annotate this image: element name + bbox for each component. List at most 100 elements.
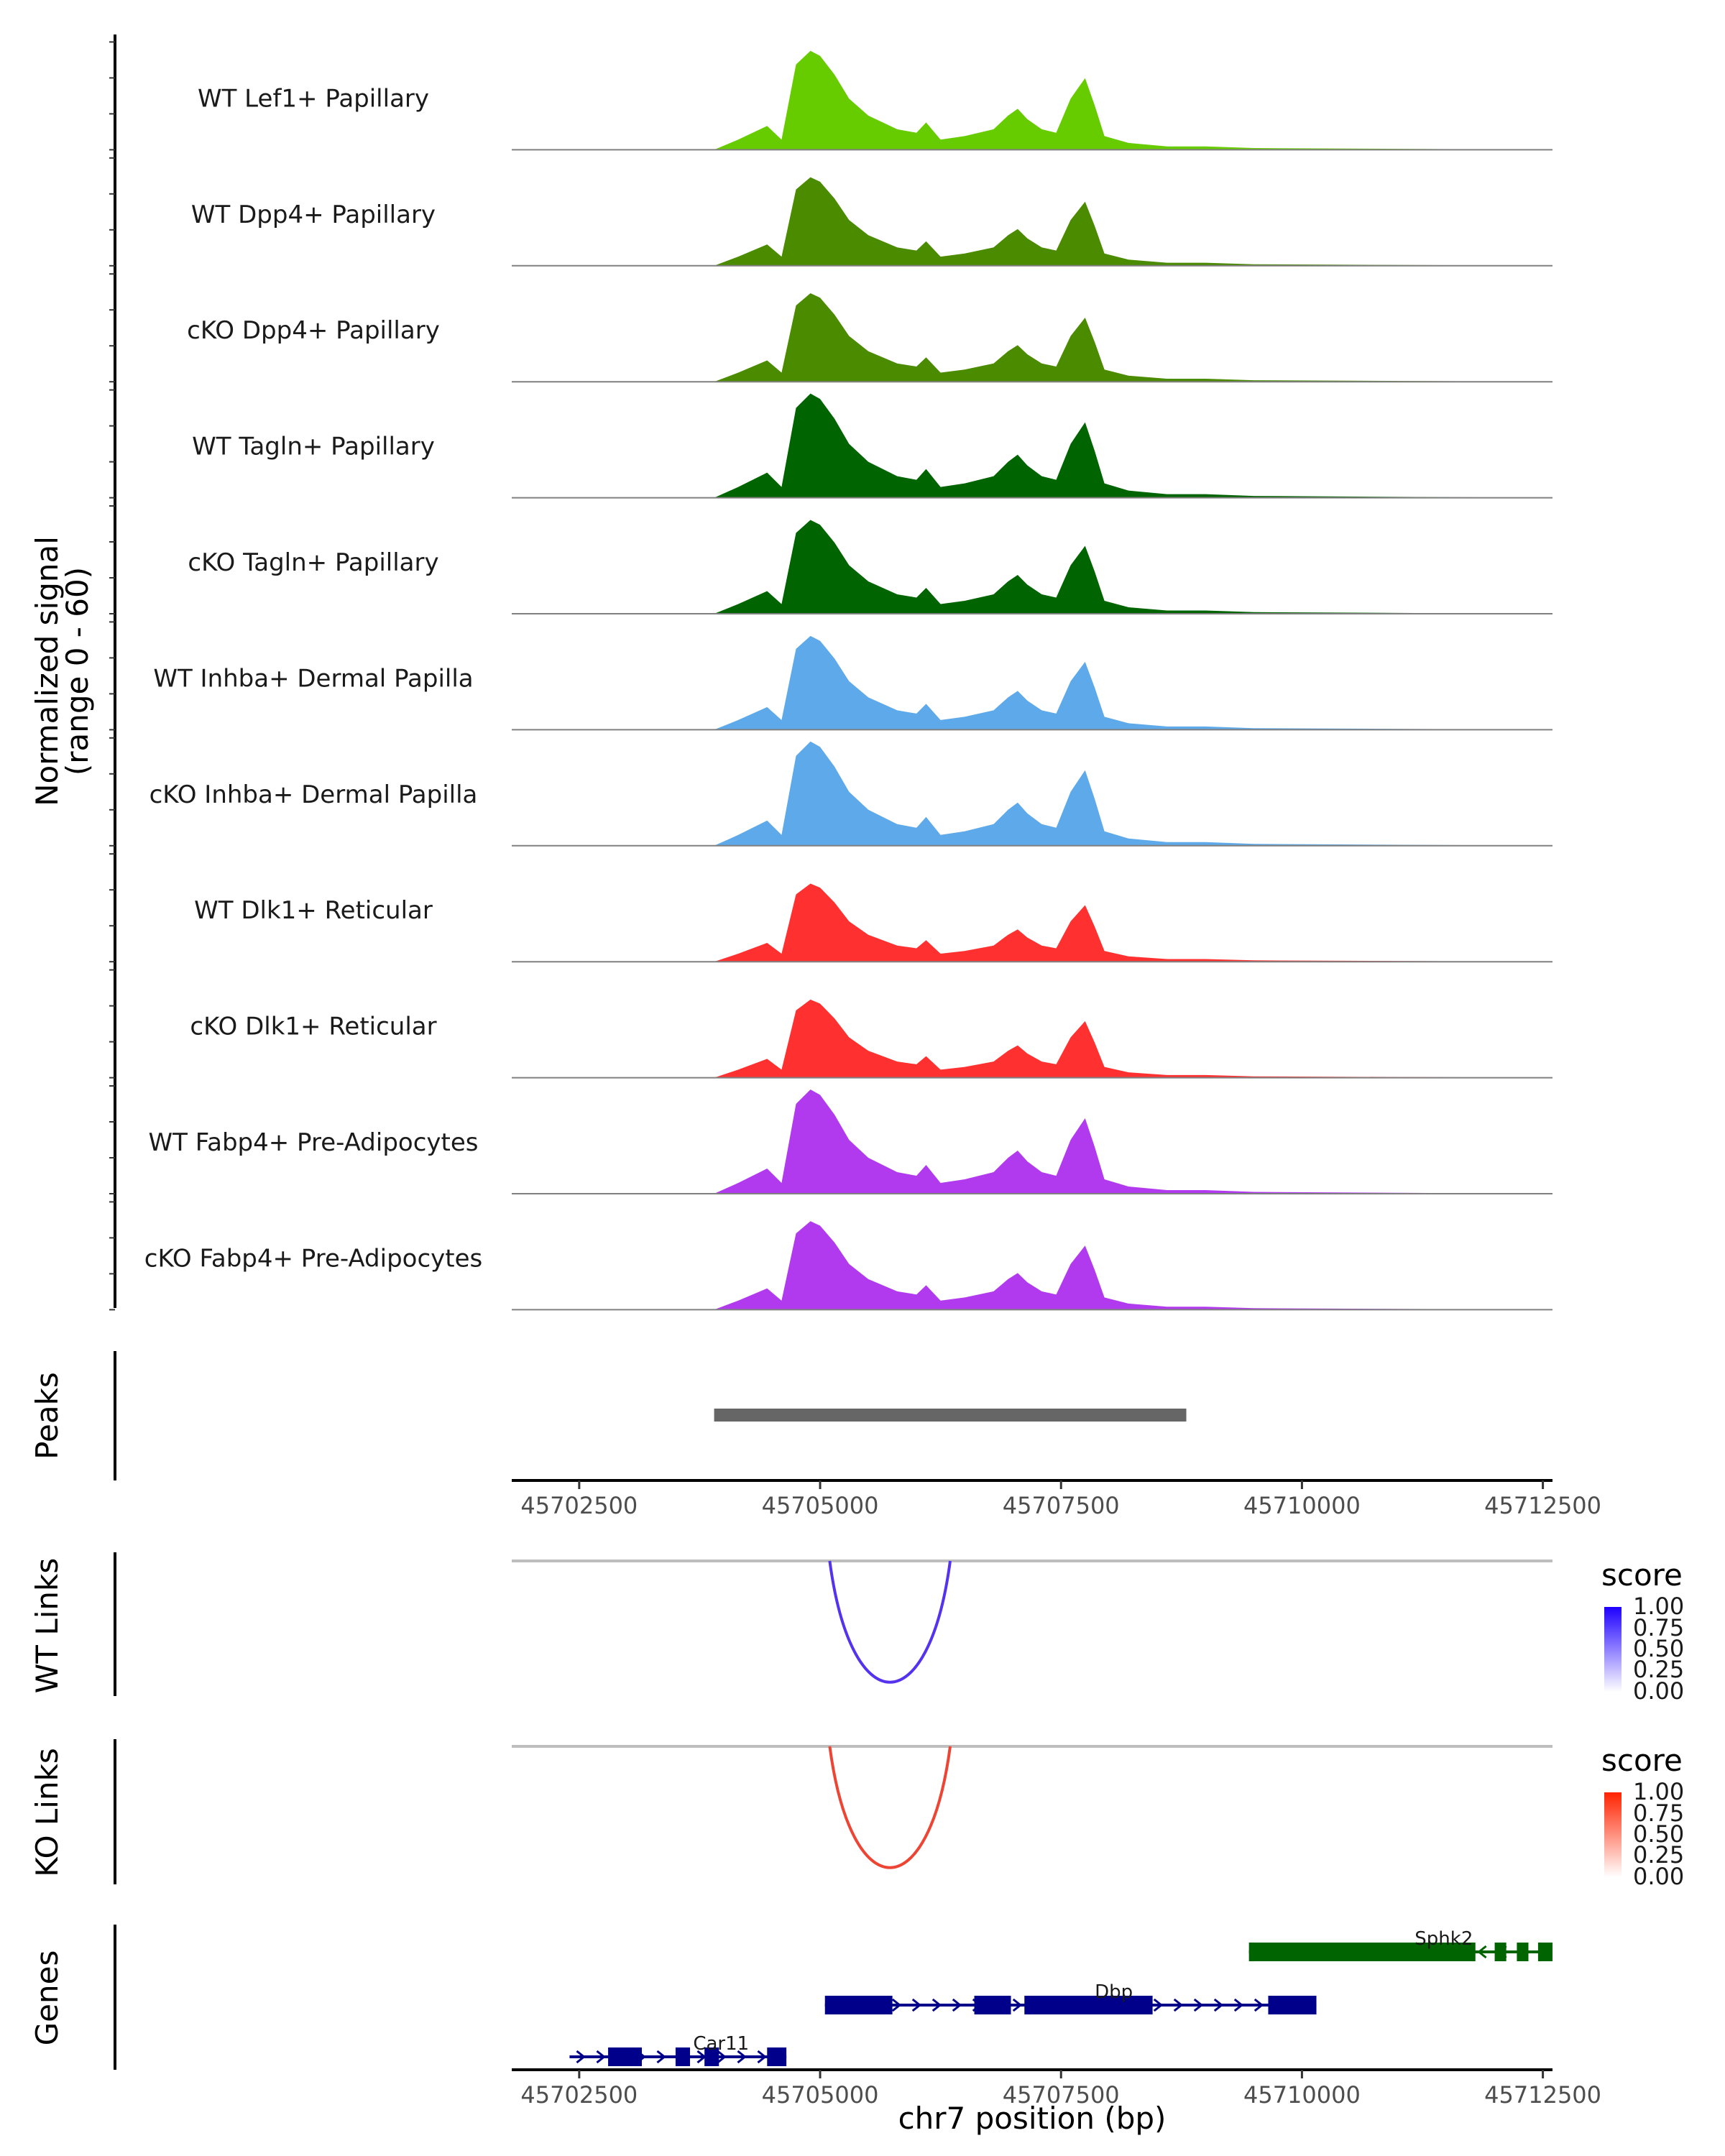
x-tick-label: 45702500	[520, 1492, 638, 1519]
gene-exon	[974, 1996, 1011, 2014]
strand-arrow	[891, 1998, 902, 2012]
genes-layer: Sphk2 Dbp Car11	[569, 1928, 1552, 2066]
strand-arrow	[576, 2050, 586, 2064]
gene-model: Dbp	[824, 1981, 1317, 2014]
gene-exon	[824, 1996, 893, 2014]
coverage-track-label: WT Fabp4+ Pre-Adipocytes	[149, 1128, 479, 1157]
coverage-area	[560, 1089, 1552, 1194]
ko-link-arc	[828, 1746, 952, 1869]
strand-arrow	[1193, 1998, 1204, 2012]
coverage-y-axis-ticks	[109, 41, 115, 1311]
peaks-layer	[714, 1409, 1187, 1422]
coverage-track-label: WT Dpp4+ Papillary	[191, 201, 436, 229]
peaks-track-label: Peaks	[29, 1372, 65, 1460]
x-tick-label: 45702500	[520, 2081, 638, 2109]
strand-arrow	[757, 2050, 767, 2064]
coverage-area	[560, 50, 1552, 150]
coverage-area	[560, 393, 1552, 498]
wt-legend-tick: 0.50	[1633, 1635, 1684, 1662]
coverage-track-label: cKO Dlk1+ Reticular	[190, 1013, 436, 1041]
strand-arrow	[1173, 1998, 1184, 2012]
gene-exon	[608, 2047, 642, 2066]
strand-arrow	[596, 2050, 606, 2064]
wt-legend-tick: 0.75	[1633, 1614, 1684, 1641]
ko-links-track-label: KO Links	[29, 1748, 65, 1877]
wt-legend-tick: 0.25	[1633, 1656, 1684, 1683]
coverage-area	[560, 293, 1552, 382]
coverage-area	[560, 999, 1552, 1078]
coverage-track: WT Tagln+ Papillary	[192, 393, 1552, 499]
ko-legend-colorbar	[1604, 1792, 1622, 1877]
strand-arrow	[911, 1998, 922, 2012]
x-tick-label: 45710000	[1243, 2081, 1361, 2109]
coverage-track: cKO Fabp4+ Pre-Adipocytes	[144, 1221, 1552, 1311]
ko-score-legend: score 1.00 0.75 0.50 0.25 0.00	[1601, 1743, 1684, 1890]
ko-legend-tick: 1.00	[1633, 1778, 1684, 1805]
coverage-track: WT Lef1+ Papillary	[198, 50, 1552, 151]
x-axis-bottom: 45702500 45705000 45707500 45710000 45712500	[520, 2070, 1601, 2109]
gene-exon	[704, 2047, 719, 2066]
gene-model: Car11	[569, 2033, 787, 2066]
gene-model: Sphk2	[1248, 1928, 1552, 1961]
strand-arrow	[1153, 1998, 1164, 2012]
gene-exon	[767, 2047, 787, 2066]
strand-arrow	[717, 2050, 727, 2064]
coverage-track-label: cKO Dpp4+ Papillary	[187, 316, 440, 345]
coverage-area	[560, 177, 1552, 266]
coverage-track-label: cKO Tagln+ Papillary	[188, 548, 438, 577]
coverage-track: WT Dpp4+ Papillary	[191, 177, 1552, 267]
strand-arrow	[656, 2050, 666, 2064]
strand-arrow	[1254, 1998, 1264, 2012]
strand-arrow	[737, 2050, 747, 2064]
coverage-track: cKO Dlk1+ Reticular	[190, 999, 1552, 1079]
ko-legend-tick: 0.25	[1633, 1841, 1684, 1869]
coverage-track-label: WT Lef1+ Papillary	[198, 84, 429, 113]
coverage-track: cKO Tagln+ Papillary	[188, 520, 1552, 614]
coverage-y-axis-title-line1: Normalized signal	[29, 536, 65, 806]
coverage-track: WT Fabp4+ Pre-Adipocytes	[149, 1089, 1552, 1194]
wt-link-arc	[828, 1560, 952, 1684]
coverage-area	[560, 1221, 1552, 1310]
coverage-track: WT Inhba+ Dermal Papilla	[153, 635, 1552, 731]
x-tick-label: 45707500	[1003, 1492, 1120, 1519]
ko-legend-tick: 0.00	[1633, 1863, 1684, 1890]
ko-legend-tick: 0.75	[1633, 1800, 1684, 1827]
gene-exon	[675, 2047, 691, 2066]
x-axis-title: chr7 position (bp)	[898, 2101, 1167, 2136]
gene-exon	[1517, 1943, 1529, 1961]
x-tick-label: 45705000	[762, 2081, 879, 2109]
gene-label: Dbp	[1095, 1981, 1133, 2003]
coverage-area	[560, 635, 1552, 730]
coverage-track-label: cKO Fabp4+ Pre-Adipocytes	[144, 1244, 483, 1273]
coverage-area	[560, 520, 1552, 614]
strand-arrow	[1233, 1998, 1244, 2012]
wt-links-track-label: WT Links	[29, 1558, 65, 1693]
strand-arrow	[952, 1998, 962, 2012]
coverage-track: cKO Inhba+ Dermal Papilla	[150, 741, 1552, 847]
gene-label: Sphk2	[1414, 1928, 1473, 1950]
x-axis-middle: 45702500 45705000 45707500 45710000 45712500	[520, 1480, 1601, 1519]
ko-legend-title: score	[1601, 1743, 1683, 1778]
gene-exon	[1537, 1943, 1552, 1961]
coverage-area	[560, 741, 1552, 846]
coverage-track-label: WT Tagln+ Papillary	[192, 433, 435, 461]
peak-region	[714, 1409, 1187, 1422]
coverage-y-axis-title-line2: (range 0 - 60)	[60, 567, 95, 775]
wt-legend-tick: 0.00	[1633, 1677, 1684, 1705]
gene-exon	[1024, 1996, 1153, 2014]
strand-arrow	[932, 1998, 942, 2012]
wt-score-legend: score 1.00 0.75 0.50 0.25 0.00	[1601, 1557, 1684, 1705]
strand-arrow	[1012, 1998, 1023, 2012]
x-tick-label: 45707500	[1003, 2081, 1120, 2109]
ko-legend-tick: 0.50	[1633, 1820, 1684, 1848]
strand-arrow	[1213, 1998, 1224, 2012]
genes-track-label: Genes	[29, 1950, 65, 2046]
coverage-area	[560, 883, 1552, 962]
coverage-track-label: WT Inhba+ Dermal Papilla	[153, 664, 473, 693]
x-tick-label: 45705000	[762, 1492, 879, 1519]
gene-exon	[1494, 1943, 1506, 1961]
wt-legend-colorbar	[1604, 1607, 1622, 1692]
coverage-track-label: cKO Inhba+ Dermal Papilla	[150, 780, 478, 809]
coverage-track: WT Dlk1+ Reticular	[194, 883, 1552, 963]
